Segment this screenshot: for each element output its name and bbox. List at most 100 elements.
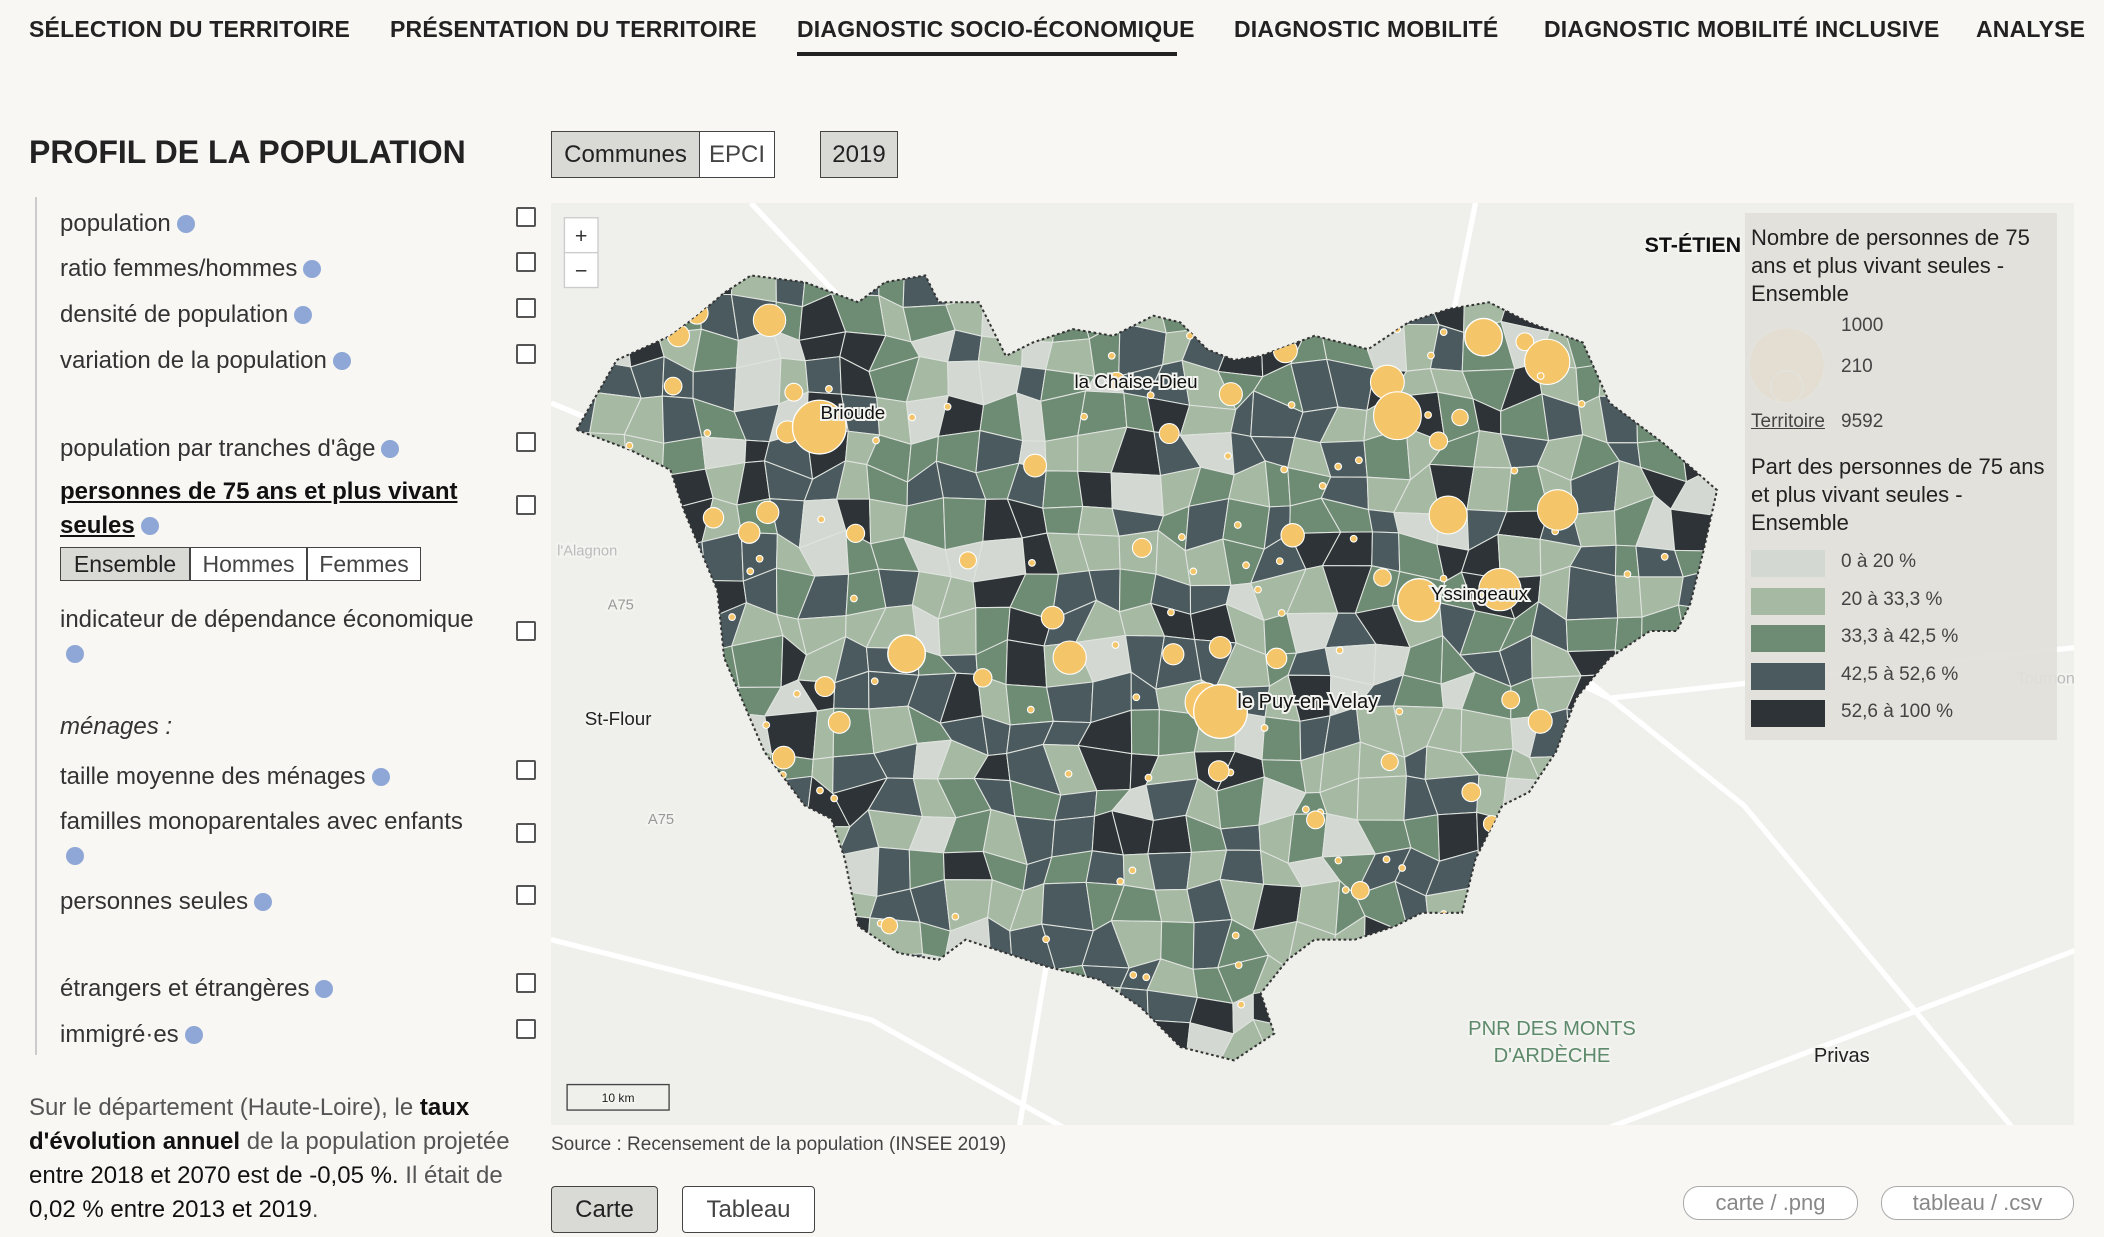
checkbox[interactable] [516, 973, 536, 993]
commune-circle [1026, 705, 1035, 714]
menu-item-label: taille moyenne des ménages [60, 763, 366, 790]
legend-size-label: 210 [1841, 356, 1873, 377]
commune-circle [1524, 338, 1571, 385]
commune-circle [816, 786, 824, 795]
menu-item[interactable]: ratio femmes/hommes [60, 252, 480, 286]
commune [1220, 824, 1262, 851]
legend-territory-value: 9592 [1841, 411, 1884, 432]
menu-item[interactable]: variation de la population [60, 344, 480, 378]
commune-circle [1254, 585, 1262, 594]
commune-circle [1461, 782, 1482, 803]
legend-territory[interactable]: Territoire [1751, 411, 1825, 432]
menu-item-label: variation de la population [60, 347, 327, 374]
commune-circle [1334, 856, 1343, 865]
nav-tab[interactable]: PRÉSENTATION DU TERRITOIRE [390, 16, 757, 42]
commune-circle [1355, 456, 1363, 465]
download-button[interactable]: carte / .png [1683, 1186, 1858, 1220]
verified-badge [176, 215, 195, 233]
commune-circle [1341, 886, 1350, 894]
map-label: D'ARDÈCHE [1494, 1044, 1611, 1067]
menu-item[interactable]: personnes seules [60, 885, 480, 919]
commune-circle [1280, 523, 1305, 548]
checkbox[interactable] [516, 298, 536, 318]
zoom-label: + [575, 224, 588, 248]
nav-tab[interactable]: SÉLECTION DU TERRITOIRE [29, 16, 351, 42]
commune [1054, 790, 1098, 822]
commune-circle [1144, 773, 1153, 782]
menu-item-label: immigré·es [60, 1021, 179, 1048]
commune-circle [1146, 391, 1155, 400]
checkbox[interactable] [516, 1019, 536, 1039]
menu-item[interactable]: ménages : [60, 710, 480, 744]
checkbox[interactable] [516, 495, 536, 515]
commune-circle [1277, 609, 1286, 617]
nav-tab[interactable]: DIAGNOSTIC MOBILITÉ INCLUSIVE [1544, 16, 1940, 42]
menu-item[interactable]: immigré·es [60, 1018, 480, 1052]
verified-badge [184, 1026, 203, 1044]
commune-circle [1242, 561, 1250, 570]
menu-item[interactable]: population par tranches d'âge [60, 432, 480, 466]
commune-circle [1275, 557, 1284, 565]
zoom-button[interactable] [563, 217, 599, 254]
commune-circle [1536, 489, 1579, 531]
commune-circle [1233, 521, 1242, 529]
toggle-button[interactable]: Ensemble [60, 547, 190, 581]
commune-circle [870, 677, 879, 686]
nav-tab[interactable]: DIAGNOSTIC SOCIO-ÉCONOMIQUE [797, 16, 1195, 42]
checkbox[interactable] [516, 252, 536, 272]
commune-circle [1260, 724, 1269, 732]
commune-circle [1106, 371, 1126, 391]
legend-title: Nombre de personnes de 75 ans et plus vi… [1751, 225, 2030, 306]
commune-circle [1167, 608, 1175, 617]
map-label: A75 [648, 812, 674, 828]
nav-tab[interactable]: DIAGNOSTIC MOBILITÉ [1234, 16, 1499, 42]
zoom-button[interactable] [563, 251, 599, 289]
commune-circle [973, 668, 993, 688]
menu-item[interactable]: indicateur de dépendance économique [60, 603, 480, 671]
town-circle [791, 399, 847, 455]
nav-tab[interactable]: ANALYSE [1976, 16, 2086, 42]
commune-circle [1428, 431, 1449, 451]
level-button[interactable]: Communes [551, 131, 700, 178]
menu-item[interactable]: densité de population [60, 298, 480, 332]
toggle-button[interactable]: Hommes [190, 547, 307, 581]
checkbox[interactable] [516, 432, 536, 452]
menu-item[interactable]: familles monoparentales avec enfants [60, 805, 480, 873]
checkbox[interactable] [516, 344, 536, 364]
commune [1045, 681, 1094, 724]
commune-circle [762, 721, 771, 729]
map-label: Yssingeaux [1431, 583, 1529, 604]
menu-item[interactable]: étrangers et étrangères [60, 972, 480, 1006]
year-button[interactable]: 2019 [820, 131, 898, 178]
checkbox[interactable] [516, 621, 536, 641]
checkbox[interactable] [516, 823, 536, 843]
commune-circle [1042, 935, 1050, 944]
checkbox[interactable] [516, 207, 536, 227]
legend-swatch [1751, 550, 1825, 577]
checkbox[interactable] [516, 885, 536, 905]
commune-circle [1427, 351, 1435, 360]
commune-circle [755, 500, 780, 525]
menu-item[interactable]: population [60, 207, 480, 241]
commune-circle [1350, 881, 1370, 900]
commune-circle [1318, 481, 1327, 490]
toggle-button[interactable]: Femmes [307, 547, 421, 581]
summary-part: . [311, 1196, 319, 1223]
commune-circle [1501, 690, 1521, 710]
map-label: la Chaise-Dieu [1074, 371, 1197, 392]
level-button[interactable]: EPCI [699, 131, 775, 178]
summary-part: Il était de [398, 1162, 503, 1189]
commune-circle [845, 523, 866, 543]
legend-swatch [1751, 587, 1825, 615]
commune-circle [746, 567, 755, 576]
menu-item-label: population par tranches d'âge [60, 435, 376, 462]
commune-circle [1439, 574, 1448, 583]
checkbox[interactable] [516, 760, 536, 780]
view-button[interactable]: Tableau [682, 1186, 815, 1233]
summary-part: taux d'évolution annuel [29, 1094, 470, 1155]
commune-circle [1028, 559, 1036, 567]
menu-item[interactable]: taille moyenne des ménages [60, 760, 480, 794]
download-button[interactable]: tableau / .csv [1881, 1186, 2074, 1220]
view-button[interactable]: Carte [551, 1186, 658, 1233]
menu-item[interactable]: personnes de 75 ans et plus vivant seule… [60, 475, 480, 543]
